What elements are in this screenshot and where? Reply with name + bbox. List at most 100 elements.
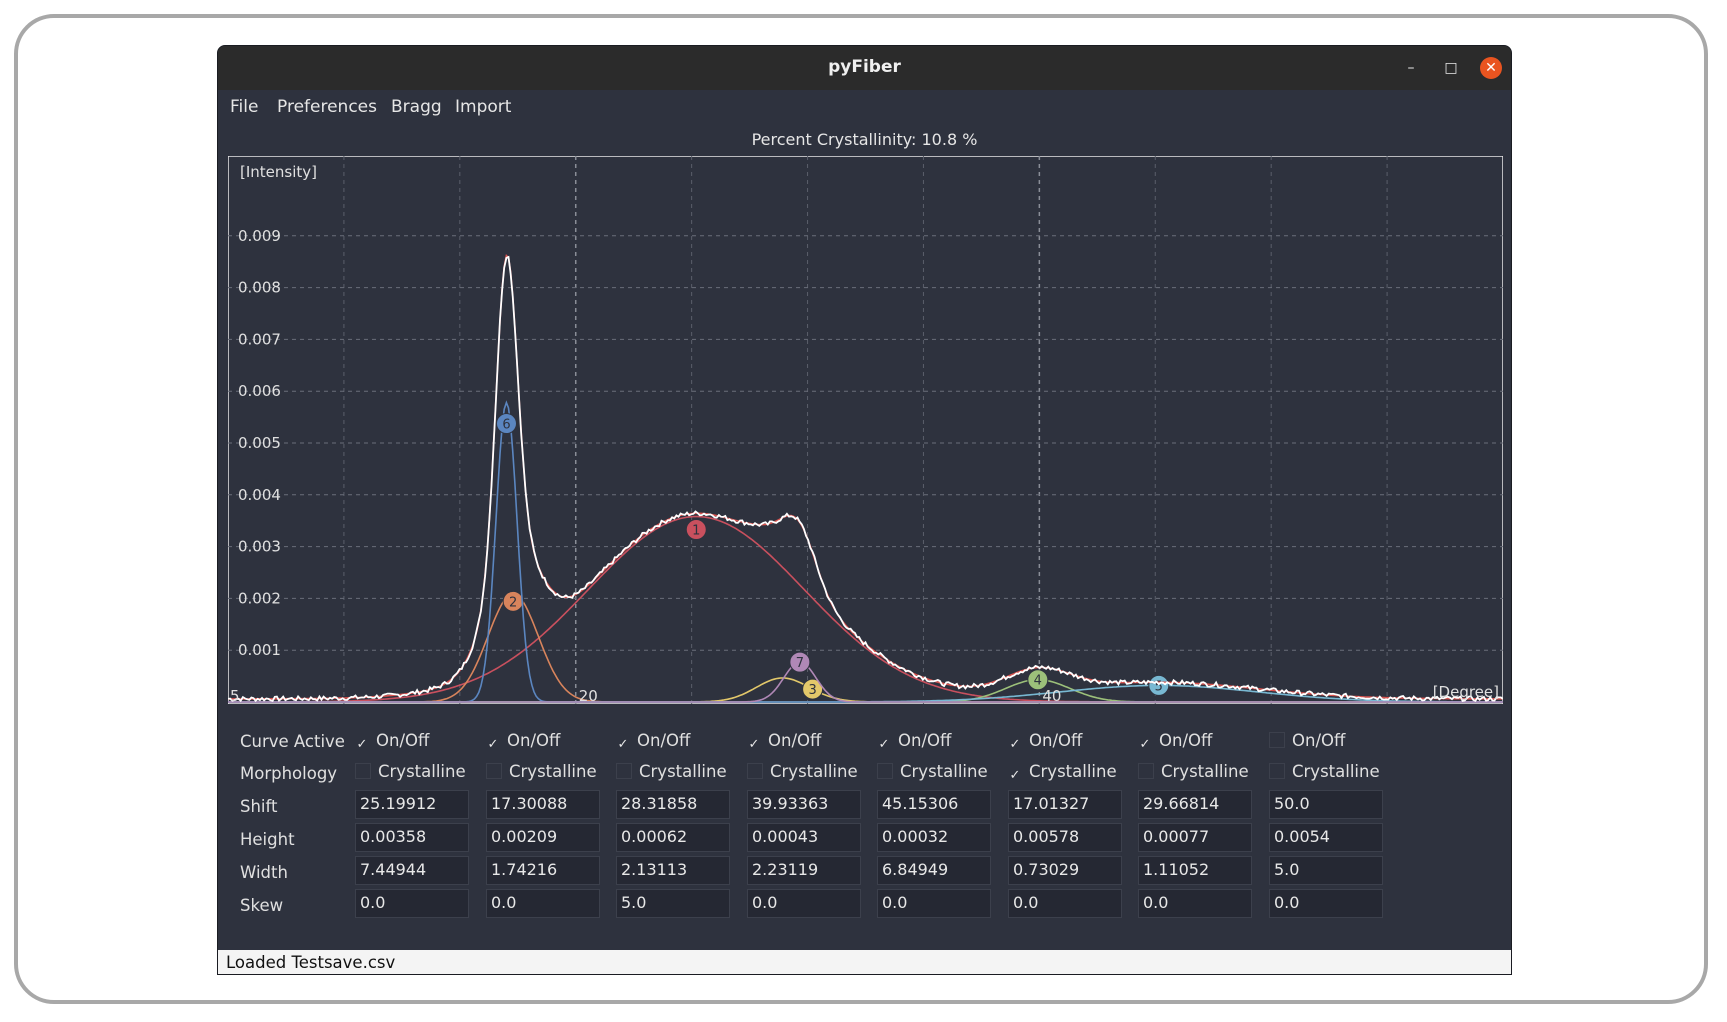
curve-5-height-field[interactable]: 0.00032 bbox=[877, 823, 991, 852]
curve-marker-1[interactable] bbox=[685, 519, 707, 541]
label-skew: Skew bbox=[240, 896, 284, 915]
curve-2-active-checkbox[interactable]: ✓ On/Off bbox=[486, 731, 561, 752]
checkbox-icon bbox=[747, 763, 763, 779]
curve-4-skew-field[interactable]: 0.0 bbox=[747, 889, 861, 918]
minimize-button[interactable]: – bbox=[1407, 60, 1415, 76]
crystalline-label: Crystalline bbox=[1292, 762, 1380, 781]
curve-7-skew-field[interactable]: 0.0 bbox=[1138, 889, 1252, 918]
close-button[interactable]: ✕ bbox=[1480, 57, 1502, 79]
curve-marker-4[interactable] bbox=[1027, 669, 1049, 691]
curve-3-width-field[interactable]: 2.13113 bbox=[616, 856, 730, 885]
curve-marker-3[interactable] bbox=[802, 678, 824, 700]
curve-7-shift-field[interactable]: 29.66814 bbox=[1138, 790, 1252, 819]
checkbox-icon: ✓ bbox=[617, 737, 629, 752]
y-tick-label: 0.007 bbox=[238, 330, 281, 348]
curve-marker-label: 6 bbox=[502, 418, 510, 433]
curve-6-width-field[interactable]: 0.73029 bbox=[1008, 856, 1122, 885]
maximize-button[interactable]: □ bbox=[1444, 60, 1458, 76]
curve-2-crystalline-checkbox[interactable]: Crystalline bbox=[486, 762, 597, 781]
curve-5-crystalline-checkbox[interactable]: Crystalline bbox=[877, 762, 988, 781]
curve-7-active-checkbox[interactable]: ✓ On/Off bbox=[1138, 731, 1213, 752]
plot-grid bbox=[228, 156, 1503, 704]
curve-1-skew-field[interactable]: 0.0 bbox=[355, 889, 469, 918]
menu-bragg[interactable]: Bragg bbox=[391, 97, 442, 117]
curve-6-height-field[interactable]: 0.00578 bbox=[1008, 823, 1122, 852]
onoff-label: On/Off bbox=[898, 731, 952, 750]
label-morphology: Morphology bbox=[240, 764, 338, 783]
curve-6-active-checkbox[interactable]: ✓ On/Off bbox=[1008, 731, 1083, 752]
crystalline-label: Crystalline bbox=[1161, 762, 1249, 781]
curve-4-crystalline-checkbox[interactable]: Crystalline bbox=[747, 762, 858, 781]
plot-frame bbox=[228, 156, 1503, 704]
plot-title: Percent Crystallinity: 10.8 % bbox=[751, 130, 978, 149]
curve-7-crystalline-checkbox[interactable]: Crystalline bbox=[1138, 762, 1249, 781]
onoff-label: On/Off bbox=[376, 731, 430, 750]
y-tick-label: 0.002 bbox=[238, 589, 281, 607]
label-shift: Shift bbox=[240, 797, 278, 816]
curve-7-height-field[interactable]: 0.00077 bbox=[1138, 823, 1252, 852]
y-tick-label: 0.003 bbox=[238, 538, 281, 556]
crystalline-label: Crystalline bbox=[900, 762, 988, 781]
curve-8-height-field[interactable]: 0.0054 bbox=[1269, 823, 1383, 852]
onoff-label: On/Off bbox=[1029, 731, 1083, 750]
curve-6-skew-field[interactable]: 0.0 bbox=[1008, 889, 1122, 918]
curve-2-shift-field[interactable]: 17.30088 bbox=[486, 790, 600, 819]
curve-marker-label: 1 bbox=[692, 524, 700, 539]
curve-marker-2[interactable] bbox=[502, 590, 524, 612]
curve-8-crystalline-checkbox[interactable]: Crystalline bbox=[1269, 762, 1380, 781]
curve-2-skew-field[interactable]: 0.0 bbox=[486, 889, 600, 918]
curve-4-width-field[interactable]: 2.23119 bbox=[747, 856, 861, 885]
curve-3-height-field[interactable]: 0.00062 bbox=[616, 823, 730, 852]
curve-8-skew-field[interactable]: 0.0 bbox=[1269, 889, 1383, 918]
curve-5-width-field[interactable]: 6.84949 bbox=[877, 856, 991, 885]
curve-4-active-checkbox[interactable]: ✓ On/Off bbox=[747, 731, 822, 752]
curve-1-crystalline-checkbox[interactable]: Crystalline bbox=[355, 762, 466, 781]
curve-6-crystalline-checkbox[interactable]: ✓ Crystalline bbox=[1008, 762, 1117, 783]
checkbox-icon bbox=[355, 763, 371, 779]
crystalline-label: Crystalline bbox=[1029, 762, 1117, 781]
checkbox-icon bbox=[877, 763, 893, 779]
checkbox-icon: ✓ bbox=[1139, 737, 1151, 752]
app-window: pyFiber – □ ✕ File Preferences Bragg Imp… bbox=[217, 45, 1512, 975]
curve-3-crystalline-checkbox[interactable]: Crystalline bbox=[616, 762, 727, 781]
curve-2-width-field[interactable]: 1.74216 bbox=[486, 856, 600, 885]
curve-4-shift-field[interactable]: 39.93363 bbox=[747, 790, 861, 819]
curve-3-skew-field[interactable]: 5.0 bbox=[616, 889, 730, 918]
x-tick-label: 5 bbox=[230, 687, 240, 704]
onoff-label: On/Off bbox=[1292, 731, 1346, 750]
menu-file[interactable]: File bbox=[230, 97, 259, 117]
curve-1-height-field[interactable]: 0.00358 bbox=[355, 823, 469, 852]
curve-4-height-field[interactable]: 0.00043 bbox=[747, 823, 861, 852]
curve-3-shift-field[interactable]: 28.31858 bbox=[616, 790, 730, 819]
y-tick-label: 0.009 bbox=[238, 227, 281, 245]
curve-marker-label: 2 bbox=[509, 595, 517, 610]
y-tick-label: 0.008 bbox=[238, 279, 281, 297]
curve-marker-6[interactable] bbox=[495, 413, 517, 435]
title-bar: pyFiber – □ ✕ bbox=[218, 46, 1511, 90]
curve-1-shift-field[interactable]: 25.19912 bbox=[355, 790, 469, 819]
curve-2-height-field[interactable]: 0.00209 bbox=[486, 823, 600, 852]
y-tick-label: 0.001 bbox=[238, 641, 281, 659]
label-width: Width bbox=[240, 863, 288, 882]
label-height: Height bbox=[240, 830, 295, 849]
menu-preferences[interactable]: Preferences bbox=[277, 97, 377, 117]
curve-3-active-checkbox[interactable]: ✓ On/Off bbox=[616, 731, 691, 752]
curve-8-active-checkbox[interactable]: On/Off bbox=[1269, 731, 1345, 750]
curve-5-active-checkbox[interactable]: ✓ On/Off bbox=[877, 731, 952, 752]
curve-marker-7[interactable] bbox=[789, 651, 811, 673]
checkbox-icon: ✓ bbox=[748, 737, 760, 752]
curve-8-width-field[interactable]: 5.0 bbox=[1269, 856, 1383, 885]
curve-1-width-field[interactable]: 7.44944 bbox=[355, 856, 469, 885]
menu-import[interactable]: Import bbox=[455, 97, 512, 117]
onoff-label: On/Off bbox=[507, 731, 561, 750]
curve-7-width-field[interactable]: 1.11052 bbox=[1138, 856, 1252, 885]
curve-8-shift-field[interactable]: 50.0 bbox=[1269, 790, 1383, 819]
curve-5-shift-field[interactable]: 45.15306 bbox=[877, 790, 991, 819]
curve-6-shift-field[interactable]: 17.01327 bbox=[1008, 790, 1122, 819]
checkbox-icon: ✓ bbox=[1009, 737, 1021, 752]
y-tick-label: 0.005 bbox=[238, 434, 281, 452]
curve-1-active-checkbox[interactable]: ✓ On/Off bbox=[355, 731, 430, 752]
curve-5-skew-field[interactable]: 0.0 bbox=[877, 889, 991, 918]
curve-marker-5[interactable] bbox=[1148, 674, 1170, 696]
